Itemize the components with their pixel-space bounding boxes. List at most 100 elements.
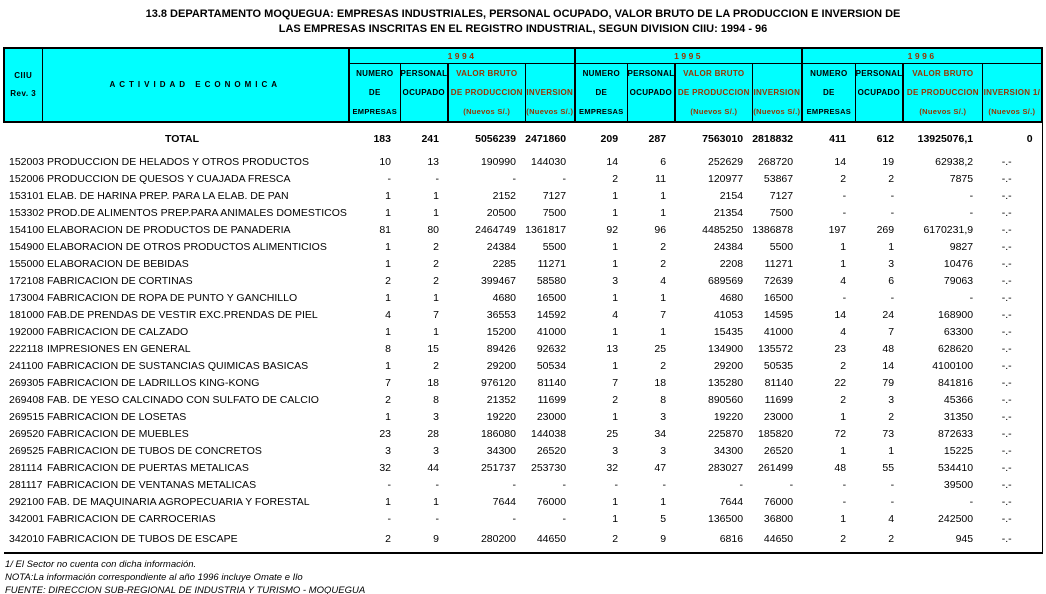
row-value-cell: 79 bbox=[882, 377, 895, 389]
spacer-cell bbox=[802, 547, 856, 554]
activity-cell: FABRICACION DE CALZADO bbox=[47, 326, 189, 338]
row-value-cell: 1 bbox=[385, 496, 391, 508]
row-value-cell: 8 bbox=[660, 394, 667, 406]
row-value-cell: 19 bbox=[882, 156, 895, 168]
row-value-cell: 55 bbox=[882, 462, 895, 474]
row-value-cell: 1 bbox=[840, 241, 847, 253]
code-cell: 222118 bbox=[9, 343, 44, 355]
table-row: 241100 FABRICACION DE SUSTANCIAS QUIMICAS… bbox=[4, 357, 1043, 375]
row-value-cell: 2 bbox=[612, 173, 619, 185]
row-value-cell: 14 bbox=[834, 156, 847, 168]
row-value-cell: 2 bbox=[888, 533, 895, 545]
row-value-cell: 44 bbox=[427, 462, 439, 474]
header-subcol-line: OCUPADO bbox=[629, 87, 672, 97]
row-value-cell: 19220 bbox=[486, 411, 516, 423]
row-value-cell: 2 bbox=[433, 258, 439, 270]
code-cell: 269305 bbox=[9, 377, 45, 389]
row-value-cell: - bbox=[562, 513, 567, 525]
row-value-cell: - bbox=[842, 292, 847, 304]
row-value-cell: 185820 bbox=[758, 428, 794, 440]
activity-cell: PROD.DE ALIMENTOS PREP.PARA ANIMALES DOM… bbox=[47, 207, 347, 219]
spacer-cell bbox=[982, 547, 1043, 554]
activity-cell: FAB.DE PRENDAS DE VESTIR EXC.PRENDAS DE … bbox=[47, 309, 318, 321]
row-value-cell: 8 bbox=[433, 394, 439, 406]
row-value-cell: 1 bbox=[888, 445, 895, 457]
row-value-cell: 2 bbox=[840, 360, 847, 372]
row-value-cell: 280200 bbox=[480, 533, 516, 545]
table-row: 281114 FABRICACION DE PUERTAS METALICAS 32… bbox=[4, 459, 1043, 477]
row-value-cell: 168900 bbox=[938, 309, 974, 321]
row-value-cell: 11271 bbox=[764, 258, 794, 270]
row-value-cell: 80 bbox=[427, 224, 439, 236]
table-row: 269520 FABRICACION DE MUEBLES 23 28 186080 14… bbox=[4, 425, 1043, 443]
row-value-cell: 135572 bbox=[758, 343, 794, 355]
activity-cell: PRODUCCION DE HELADOS Y OTROS PRODUCTOS bbox=[47, 156, 309, 168]
row-value-cell: 2 bbox=[888, 411, 895, 423]
row-value-cell: 252629 bbox=[708, 156, 744, 168]
row-value-cell: 1 bbox=[840, 258, 847, 270]
row-value-cell: - bbox=[387, 479, 392, 491]
row-value-cell: 7127 bbox=[769, 190, 794, 202]
row-value-cell: - bbox=[890, 479, 895, 491]
spacer-cell bbox=[752, 122, 802, 130]
table-body: TOTAL 183 241 5056239 2471860 209 287 7563010 28… bbox=[4, 121, 1043, 554]
row-value-cell: 1 bbox=[385, 411, 391, 423]
row-value-cell: -.- bbox=[982, 530, 1043, 548]
row-value-cell: - bbox=[562, 479, 567, 491]
row-value-cell: 19220 bbox=[713, 411, 744, 423]
header-subcol-1994-0: NUMERO DE EMPRESAS bbox=[348, 62, 401, 123]
spacer-cell bbox=[400, 547, 448, 554]
row-value-cell: 11 bbox=[655, 173, 667, 185]
code-cell: 269520 bbox=[9, 428, 45, 440]
header-subcol-line: VALOR BRUTO bbox=[912, 68, 974, 78]
row-value-cell: 1 bbox=[433, 190, 439, 202]
row-value-cell: 14 bbox=[606, 156, 619, 168]
total-value-cell: 287 bbox=[648, 133, 667, 145]
spacer-cell bbox=[627, 547, 676, 554]
activity-cell: ELABORACION DE PRODUCTOS DE PANADERIA bbox=[47, 224, 291, 236]
row-value-cell: 3 bbox=[612, 445, 619, 457]
header-year-1995: 1995 bbox=[574, 47, 803, 64]
row-value-cell: 1361817 bbox=[525, 224, 567, 236]
row-value-cell: 76000 bbox=[536, 496, 567, 508]
total-code-cell bbox=[4, 130, 42, 149]
header-subcol-line: INVERSION bbox=[526, 87, 574, 97]
header-subcol-line: EMPRESAS bbox=[579, 106, 624, 116]
row-value-cell: 197 bbox=[828, 224, 847, 236]
row-value-cell: 14595 bbox=[763, 309, 794, 321]
spacer-cell bbox=[802, 122, 855, 130]
row-value-cell: 3 bbox=[660, 445, 667, 457]
table-row: 173004 FABRICACION DE ROPA DE PUNTO Y GAN… bbox=[4, 289, 1043, 307]
activity-cell: FABRICACION DE CORTINAS bbox=[47, 275, 193, 287]
row-value-cell: 92 bbox=[606, 224, 619, 236]
row-value-cell: - bbox=[842, 207, 847, 219]
row-value-cell: 48 bbox=[882, 343, 895, 355]
row-value-cell: 10 bbox=[379, 156, 391, 168]
row-value-cell: 3 bbox=[612, 275, 619, 287]
row-value-cell: -.- bbox=[982, 255, 1043, 273]
row-value-cell: 534410 bbox=[938, 462, 974, 474]
row-value-cell: 11699 bbox=[764, 394, 794, 406]
total-value-cell: 183 bbox=[373, 133, 391, 145]
code-cell: 342010 bbox=[9, 533, 45, 545]
spacer-cell bbox=[903, 122, 982, 130]
header-subcol-line: DE PRODUCCION bbox=[906, 87, 979, 97]
row-value-cell: 7 bbox=[888, 326, 895, 338]
row-value-cell: 8 bbox=[385, 343, 391, 355]
row-value-cell: 2208 bbox=[719, 258, 744, 270]
header-subcol-1995-2: VALOR BRUTO DE PRODUCCION (Nuevos S/.) bbox=[674, 62, 753, 123]
row-value-cell: 2 bbox=[660, 241, 667, 253]
spacer-cell bbox=[675, 122, 752, 130]
footnote-fuente: FUENTE: DIRECCION SUB-REGIONAL DE INDUST… bbox=[5, 584, 366, 594]
row-value-cell: -.- bbox=[982, 408, 1043, 426]
row-value-cell: - bbox=[842, 190, 847, 202]
row-value-cell: 2 bbox=[888, 173, 895, 185]
code-cell: 292100 bbox=[9, 496, 45, 508]
row-value-cell: 283027 bbox=[708, 462, 744, 474]
header-subcol-line: EMPRESAS bbox=[352, 106, 397, 116]
row-value-cell: 261499 bbox=[758, 462, 794, 474]
row-value-cell: 15200 bbox=[486, 326, 516, 338]
industrial-statistics-table: CIIU Rev. 3 ACTIVIDAD ECONOMICA 1994 1995 199… bbox=[3, 47, 1044, 554]
row-value-cell: 24384 bbox=[486, 241, 516, 253]
row-value-cell: 2 bbox=[840, 173, 847, 185]
